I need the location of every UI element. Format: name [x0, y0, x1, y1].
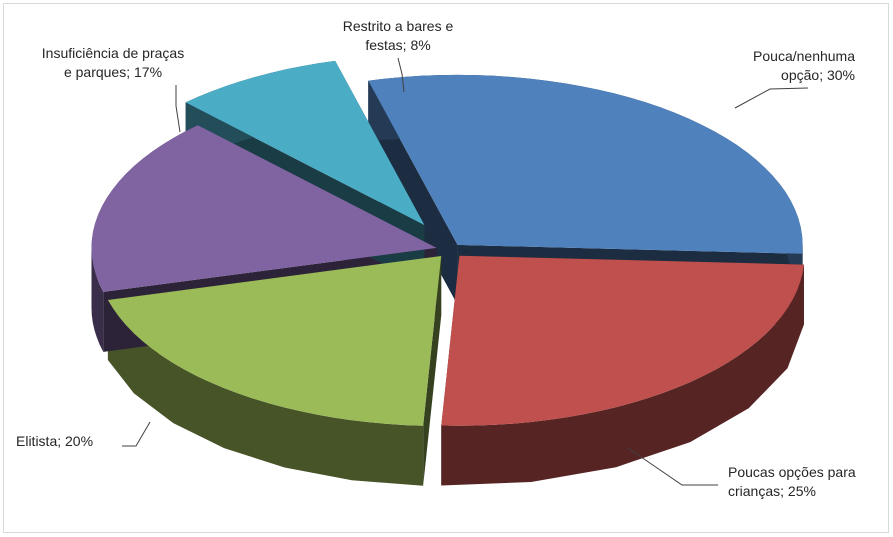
- leader-line-restrito-a-bares-e-festas: [397, 57, 405, 93]
- slice-side-poucas-opcoes-para-criancas: [441, 264, 804, 486]
- data-labels-layer: Pouca/nenhuma opção; 30% Poucas opções par…: [16, 18, 856, 499]
- leader-line-pouca-nenhuma-opcao: [734, 87, 809, 109]
- slice-poucas-opcoes-para-criancas: [441, 255, 804, 426]
- data-label-insuficiencia-de-pracas-e-parques: Insuficiência de praças e parques; 17%: [42, 45, 184, 80]
- slice-elitista: [107, 255, 442, 426]
- slice-pouca-nenhuma-opcao: [368, 74, 803, 254]
- leader-lines-layer: [122, 57, 809, 486]
- slice-restrito-a-bares-e-festas: [185, 60, 425, 226]
- data-label-restrito-a-bares-e-festas: Restrito a bares e festas; 8%: [343, 18, 454, 53]
- leader-line-poucas-opcoes-para-criancas: [627, 447, 718, 486]
- slice-side-elitista: [107, 300, 424, 486]
- leader-line-elitista: [122, 421, 151, 447]
- data-label-pouca-nenhuma-opcao: Pouca/nenhuma opção; 30%: [753, 48, 855, 83]
- leader-line-insuficiencia-de-pracas-e-parques: [175, 85, 181, 133]
- slice-tops-layer: [91, 60, 804, 426]
- data-label-poucas-opcoes-para-criancas: Poucas opções para crianças; 25%: [728, 464, 856, 499]
- data-label-elitista: Elitista; 20%: [16, 433, 93, 449]
- slice-insuficiencia-de-pracas-e-parques: [91, 125, 437, 292]
